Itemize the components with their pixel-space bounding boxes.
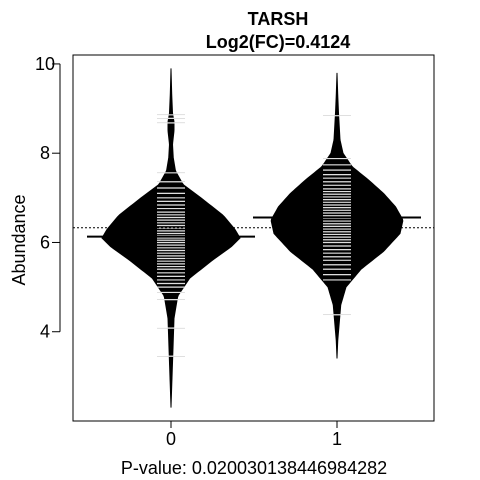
y-axis-label: Abundance [9, 194, 29, 285]
bean-group [87, 68, 255, 408]
y-tick-label: 10 [35, 54, 55, 74]
x-tick-label: 0 [166, 429, 176, 449]
y-tick-label: 4 [40, 322, 50, 342]
x-axis-label: P-value: 0.020030138446984282 [121, 458, 387, 478]
bean-group [253, 72, 421, 359]
beans-layer [87, 68, 421, 408]
chart-subtitle: Log2(FC)=0.4124 [206, 32, 351, 52]
chart-title: TARSH [248, 9, 309, 29]
y-tick-label: 6 [40, 232, 50, 252]
x-tick-label: 1 [332, 429, 342, 449]
y-tick-label: 8 [40, 143, 50, 163]
y-axis: 4 6 8 10 [35, 54, 61, 342]
